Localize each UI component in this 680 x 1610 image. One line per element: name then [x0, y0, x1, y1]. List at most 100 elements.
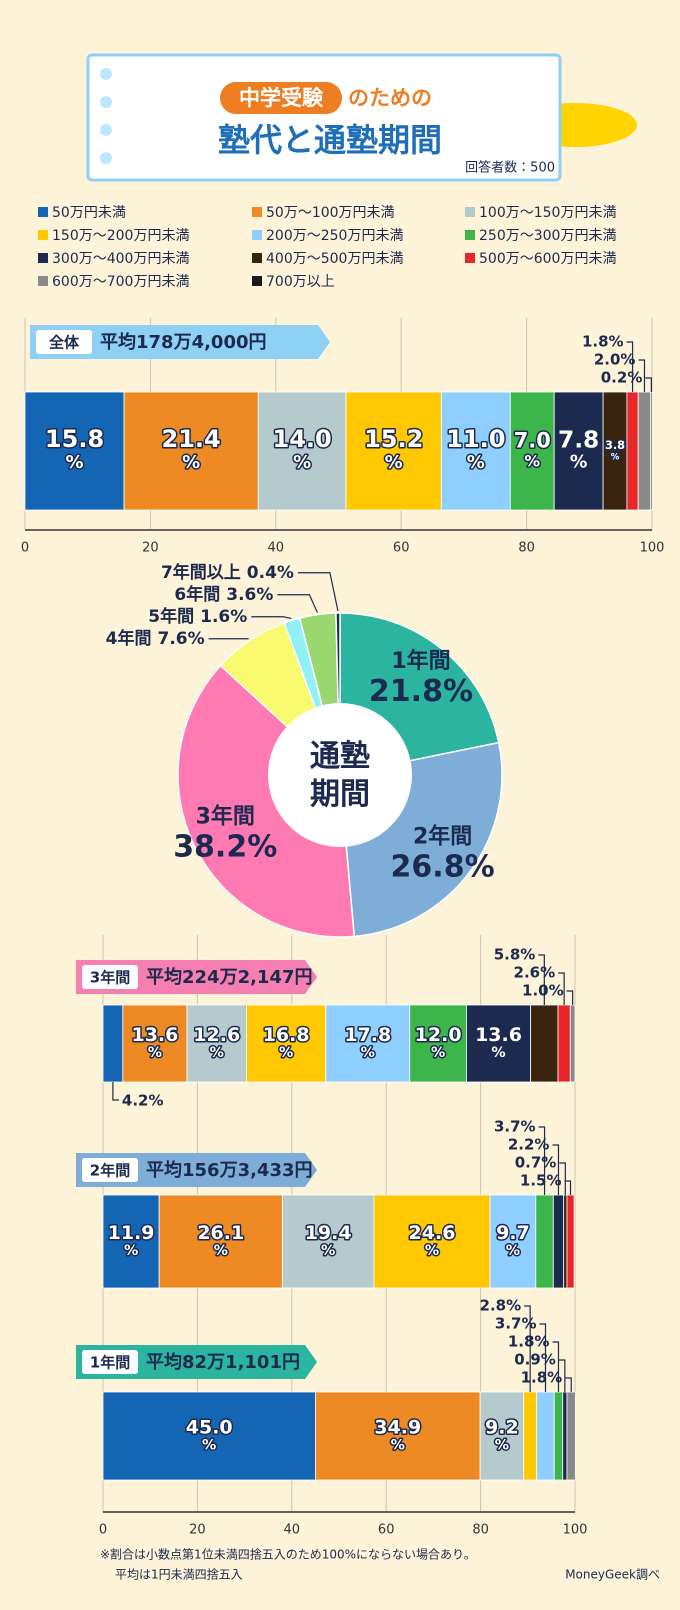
average: 平均156万3,433円	[146, 1159, 313, 1181]
legend-swatch	[465, 253, 475, 263]
value-label: 1.0%	[522, 982, 564, 1000]
value-label: 14.0%	[273, 425, 332, 473]
legend-label: 600万～700万円未満	[52, 274, 189, 290]
value-label: 11.0%	[446, 425, 505, 473]
value-label: 0.2%	[601, 369, 643, 387]
legend-swatch	[38, 276, 48, 286]
tag-banner	[30, 325, 330, 359]
bar-segment	[102, 1004, 124, 1083]
bar-segment	[281, 1194, 375, 1289]
value-label: 15.8%	[45, 425, 104, 473]
legend-label: 50万～100万円未満	[266, 205, 395, 221]
legend-label: 400万～500万円未満	[266, 251, 403, 267]
pie-value: 26.8%	[391, 849, 495, 884]
bar-segment	[373, 1194, 491, 1289]
x-tick-label: 80	[472, 1523, 489, 1538]
bar-segment	[566, 1391, 576, 1481]
value-label: 0.9%	[514, 1351, 556, 1369]
leader-line	[559, 1162, 566, 1195]
leader-line	[626, 341, 634, 392]
bar-segment	[409, 1004, 467, 1083]
bar-segment	[102, 1194, 160, 1289]
value-label: 26.1%	[197, 1221, 244, 1259]
average: 平均178万4,000円	[100, 331, 267, 353]
leader-line	[566, 990, 574, 1005]
pie-slice	[177, 664, 356, 938]
bar-segment	[557, 1004, 571, 1083]
bar-segment	[314, 1391, 481, 1481]
value-label: 4.2%	[122, 1092, 164, 1110]
value-label: 7.0%	[514, 429, 551, 470]
value-label: 12.0%	[415, 1023, 462, 1061]
pie-label: 5年間 1.6%	[148, 606, 247, 627]
title: 塾代と通塾期間	[218, 121, 442, 159]
bar-segment	[158, 1194, 283, 1289]
pie-label: 7年間以上 0.4%	[161, 562, 294, 583]
header-box	[86, 53, 562, 182]
pie-label: 4年間 7.6%	[106, 628, 205, 649]
leader-line	[552, 1144, 560, 1195]
legend-swatch	[252, 230, 262, 240]
bar-segment	[562, 1391, 568, 1481]
x-tick-label: 60	[393, 541, 410, 556]
x-tick-label: 80	[518, 541, 535, 556]
legend-label: 300万～400万円未満	[52, 251, 189, 267]
value-label: 15.2%	[364, 425, 423, 473]
center-label: 通塾期間	[310, 739, 370, 812]
bar-segment	[569, 1004, 576, 1083]
value-label: 17.8%	[344, 1023, 391, 1061]
leader-line	[564, 1180, 572, 1195]
tag-label: 3年間	[90, 969, 130, 987]
value-label: 19.4%	[305, 1221, 352, 1259]
leader-line	[251, 616, 292, 619]
bar-segment	[489, 1194, 537, 1289]
bar-segment	[345, 391, 442, 511]
bar-segment	[440, 391, 511, 511]
legend-swatch	[465, 207, 475, 217]
bar-segment	[552, 1194, 565, 1289]
leader-line	[558, 972, 565, 1005]
pie-value: 3.6%	[226, 585, 273, 605]
bar-segment	[466, 1004, 532, 1083]
value-label: 11.9%	[108, 1221, 155, 1259]
legend-label: 250万～300万円未満	[479, 228, 616, 244]
value-label: 1.8%	[508, 1333, 550, 1351]
leader-line	[524, 1305, 531, 1392]
value-label: 24.6%	[409, 1221, 456, 1259]
x-tick-label: 20	[142, 541, 159, 556]
bar-segment	[563, 1194, 568, 1289]
leader-line	[552, 1341, 560, 1392]
average: 平均82万1,101円	[146, 1351, 300, 1373]
bar-segment	[246, 1004, 327, 1083]
x-tick-label: 100	[640, 541, 665, 556]
bar-segment	[257, 391, 347, 511]
value-label: 1.8%	[521, 1369, 563, 1387]
bar-segment	[650, 391, 653, 511]
leader-line	[539, 1323, 547, 1392]
note: 平均は1円未満四捨五入	[115, 1567, 243, 1582]
title-suffix: のための	[348, 86, 432, 110]
leader-line	[112, 1082, 119, 1101]
tag-label-bg	[36, 330, 92, 354]
legend-label: 700万以上	[266, 274, 335, 290]
value-label: 0.7%	[515, 1154, 557, 1172]
value-label: 13.6%	[131, 1023, 178, 1061]
x-tick-label: 40	[268, 541, 285, 556]
bar-segment	[509, 391, 555, 511]
leader-line	[558, 1359, 566, 1392]
leader-line	[645, 377, 652, 392]
bar-segment	[553, 1391, 564, 1481]
tag-label: 全体	[49, 334, 80, 352]
bar-segment	[536, 1391, 555, 1481]
bar-segment	[535, 1194, 554, 1289]
note: ※割合は小数点第1位未満四捨五入のため100%にならない場合あり。	[100, 1547, 476, 1562]
tag-label: 2年間	[90, 1162, 130, 1180]
leader-line	[538, 1126, 546, 1195]
value-label: 16.8%	[263, 1023, 310, 1061]
tag-label-bg	[82, 965, 138, 989]
pie-category: 2年間	[413, 824, 472, 850]
donut-hole	[268, 703, 412, 847]
leader-line	[277, 594, 318, 613]
header-dots	[100, 68, 112, 164]
